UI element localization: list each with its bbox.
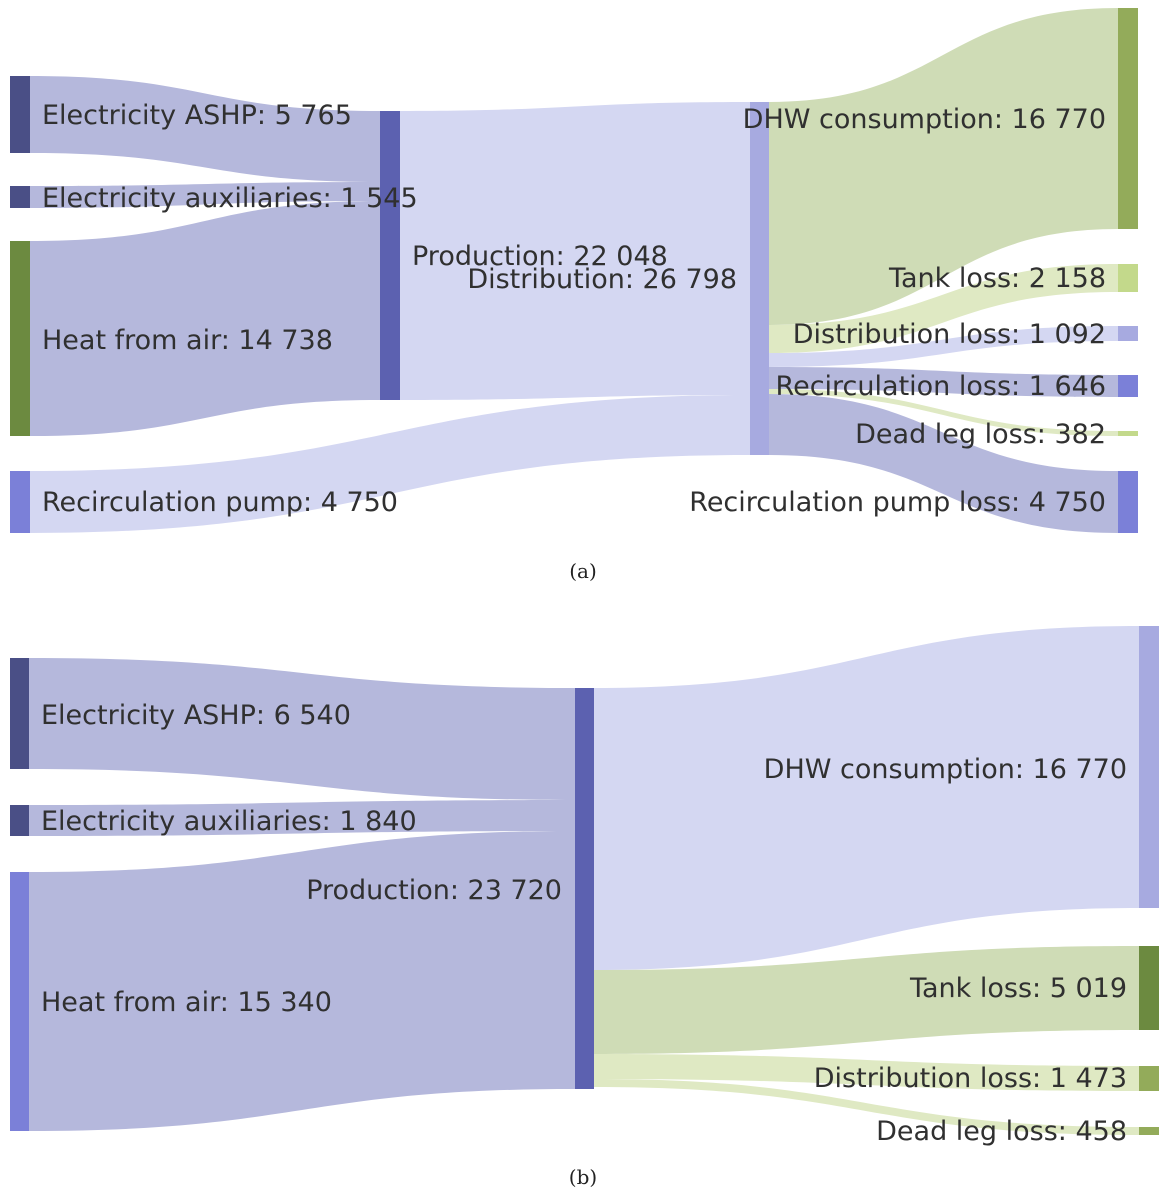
link-a-recirc-pump-distribution xyxy=(30,395,750,533)
link-a-distribution-recirc-loss xyxy=(769,367,1118,397)
link-b-elec-ashp-production xyxy=(29,658,575,800)
label-a-dead-leg: Dead leg loss: 382 xyxy=(855,419,1106,450)
label-a-elec-aux: Electricity auxiliaries: 1 545 xyxy=(42,183,418,214)
node-a-dist-loss xyxy=(1118,326,1138,341)
label-b-elec-aux: Electricity auxiliaries: 1 840 xyxy=(41,806,417,837)
node-b-heat-air xyxy=(10,872,29,1131)
node-b-elec-aux xyxy=(10,805,29,836)
label-a-dist-loss: Distribution loss: 1 092 xyxy=(793,319,1106,350)
link-a-distribution-tank-loss xyxy=(769,264,1118,353)
label-b-dist-loss: Distribution loss: 1 473 xyxy=(814,1063,1127,1094)
node-b-tank-loss xyxy=(1139,946,1159,1030)
link-a-distribution-dist-loss xyxy=(769,326,1118,367)
label-b-dead-leg: Dead leg loss: 458 xyxy=(876,1116,1127,1147)
node-b-dead-leg xyxy=(1139,1127,1159,1135)
node-a-elec-ashp xyxy=(10,76,30,153)
link-b-elec-aux-production xyxy=(29,800,575,836)
node-a-dead-leg xyxy=(1118,431,1138,436)
label-b-tank-loss: Tank loss: 5 019 xyxy=(909,973,1127,1004)
link-b-heat-air-production xyxy=(29,831,575,1131)
link-a-heat-air-production xyxy=(30,201,380,436)
label-b-dhw: DHW consumption: 16 770 xyxy=(764,754,1127,785)
label-a-pump-loss: Recirculation pump loss: 4 750 xyxy=(689,487,1106,518)
node-a-pump-loss xyxy=(1118,471,1138,533)
link-a-distribution-dhw xyxy=(769,8,1118,325)
node-a-dhw xyxy=(1118,8,1138,229)
link-a-elec-aux-production xyxy=(30,182,380,208)
node-a-heat-air xyxy=(10,241,30,436)
link-b-production-dead-leg xyxy=(594,1079,1139,1135)
label-b-heat-air: Heat from air: 15 340 xyxy=(41,987,332,1018)
node-b-dist-loss xyxy=(1139,1066,1159,1091)
link-b-production-tank-loss xyxy=(594,946,1139,1054)
label-a-elec-ashp: Electricity ASHP: 5 765 xyxy=(42,100,352,131)
node-b-production xyxy=(575,688,594,1089)
link-a-production-distribution xyxy=(400,102,750,400)
label-a-tank-loss: Tank loss: 2 158 xyxy=(888,263,1106,294)
label-a-production: Production: 22 048 xyxy=(412,241,668,272)
caption-a: (a) xyxy=(569,559,597,583)
label-a-heat-air: Heat from air: 14 738 xyxy=(42,325,333,356)
link-b-production-dist-loss xyxy=(594,1054,1139,1091)
node-b-elec-ashp xyxy=(10,658,29,769)
label-b-production: Production: 23 720 xyxy=(306,875,562,906)
node-a-production xyxy=(380,111,400,400)
node-a-tank-loss xyxy=(1118,264,1138,292)
node-a-recirc-pump xyxy=(10,471,30,533)
node-b-dhw xyxy=(1139,626,1159,908)
label-a-dhw: DHW consumption: 16 770 xyxy=(743,104,1106,135)
caption-b: (b) xyxy=(569,1165,597,1189)
sankey-a: Electricity ASHP: 5 765 Electricity auxi… xyxy=(10,8,1138,583)
label-b-elec-ashp: Electricity ASHP: 6 540 xyxy=(41,700,351,731)
label-a-distribution: Distribution: 26 798 xyxy=(467,264,737,295)
link-a-distribution-dead-leg xyxy=(769,389,1118,436)
link-a-elec-ashp-production xyxy=(30,76,380,182)
label-a-recirc-pump: Recirculation pump: 4 750 xyxy=(42,487,398,518)
label-a-recirc-loss: Recirculation loss: 1 646 xyxy=(776,371,1106,402)
link-a-distribution-pump-loss xyxy=(769,394,1118,533)
link-b-production-dhw xyxy=(594,626,1139,970)
node-a-recirc-loss xyxy=(1118,375,1138,397)
node-a-elec-aux xyxy=(10,186,30,208)
node-a-distribution xyxy=(750,102,769,455)
sankey-b: Electricity ASHP: 6 540 Electricity auxi… xyxy=(10,626,1159,1189)
